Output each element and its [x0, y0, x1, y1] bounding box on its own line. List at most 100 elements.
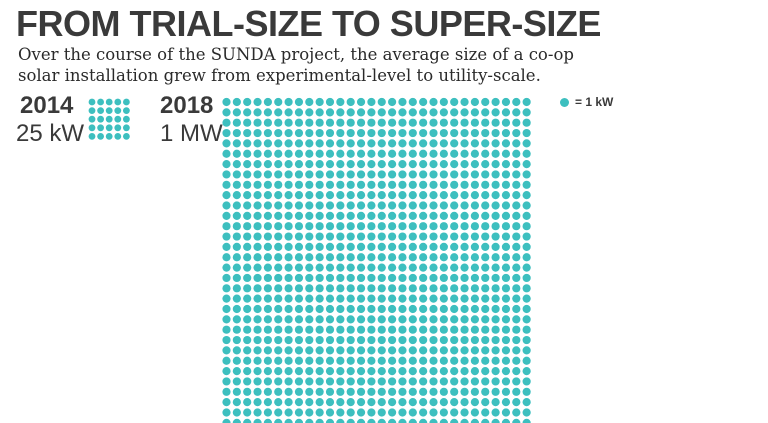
dot-2018 — [501, 108, 511, 117]
dot-2018 — [243, 170, 252, 179]
dot-2014 — [123, 124, 130, 132]
dot-2018 — [284, 418, 293, 423]
dot-2018 — [450, 232, 459, 241]
dot-2018 — [346, 284, 355, 293]
dot-2018 — [243, 367, 252, 376]
dot-2018 — [294, 108, 304, 117]
dot-2018 — [232, 170, 241, 179]
dot-2018 — [367, 367, 376, 376]
dot-2018 — [222, 170, 231, 179]
dot-2018 — [315, 325, 324, 334]
dot-2018 — [501, 284, 511, 293]
dot-2018 — [305, 191, 314, 200]
dot-2018 — [450, 408, 459, 417]
dot-2018 — [501, 377, 511, 386]
dot-2018 — [522, 408, 531, 417]
dot-2018 — [398, 108, 407, 117]
dot-2018 — [501, 418, 511, 423]
dot-2018 — [346, 128, 355, 138]
dot-2018 — [253, 211, 262, 220]
dot-2018 — [315, 346, 324, 355]
dot-2018 — [325, 253, 335, 262]
dot-2018 — [222, 160, 231, 169]
dot-2018 — [377, 170, 386, 179]
dot-2018 — [367, 211, 376, 220]
dot-2018 — [491, 170, 500, 179]
dot-2018 — [305, 356, 314, 365]
dot-2018 — [284, 180, 293, 189]
dot-2014 — [114, 133, 122, 140]
dot-2018 — [346, 253, 355, 262]
dot-2018 — [377, 325, 386, 334]
dot-2018 — [263, 263, 272, 272]
dot-2018 — [512, 160, 521, 169]
dot-2018 — [377, 284, 386, 293]
dot-2018 — [253, 253, 262, 262]
dot-2018 — [481, 128, 490, 138]
dot-2018 — [367, 315, 376, 324]
dot-2018 — [512, 263, 521, 272]
dot-2018 — [253, 170, 262, 179]
dot-2018 — [388, 253, 397, 262]
dot-2018 — [253, 108, 262, 117]
dot-2018 — [367, 97, 376, 107]
dot-2018 — [512, 211, 521, 220]
dot-2018 — [408, 242, 417, 251]
dot-2014 — [97, 98, 104, 106]
dot-2018 — [491, 377, 500, 386]
dot-2018 — [356, 346, 366, 355]
dot-2018 — [419, 149, 428, 158]
dot-2018 — [325, 273, 335, 283]
dot-2018 — [388, 377, 397, 386]
dot-2018 — [294, 273, 304, 283]
dot-2018 — [356, 149, 366, 158]
dot-2018 — [294, 356, 304, 365]
dot-2018 — [377, 398, 386, 407]
dot-2018 — [263, 356, 272, 365]
dot-2018 — [460, 201, 469, 210]
dot-2018 — [512, 97, 521, 107]
dot-2018 — [522, 304, 531, 314]
dot-2018 — [336, 191, 345, 200]
dot-2018 — [460, 304, 469, 314]
dot-2018 — [388, 304, 397, 314]
dot-2018 — [377, 377, 386, 386]
dot-2018 — [294, 118, 304, 127]
dot-2018 — [367, 232, 376, 241]
dot-2018 — [470, 408, 479, 417]
dot-2018 — [294, 367, 304, 376]
dot-2018 — [325, 170, 335, 179]
dot-2018 — [377, 294, 386, 303]
dot-2018 — [367, 263, 376, 272]
dot-2018 — [522, 149, 531, 158]
dot-2018 — [512, 273, 521, 283]
dot-2018 — [315, 232, 324, 241]
dot-2018 — [512, 170, 521, 179]
dot-2018 — [356, 284, 366, 293]
dot-2018 — [491, 97, 500, 107]
dot-2018 — [367, 273, 376, 283]
dot-2018 — [408, 304, 417, 314]
dot-2018 — [305, 139, 314, 148]
dot-2018 — [429, 398, 438, 407]
dot-2014 — [105, 107, 113, 114]
dot-2018 — [450, 387, 459, 396]
dot-2018 — [439, 232, 448, 241]
dot-2018 — [429, 294, 438, 303]
dot-2018 — [367, 398, 376, 407]
dot-2018 — [460, 367, 469, 376]
dot-2018 — [336, 211, 345, 220]
dot-2018 — [450, 180, 459, 189]
dot-2018 — [388, 325, 397, 334]
dot-2018 — [325, 367, 335, 376]
dot-2018 — [294, 222, 304, 231]
dot-2018 — [522, 263, 531, 272]
dot-2018 — [274, 263, 283, 272]
dot-2018 — [274, 325, 283, 334]
dot-2018 — [325, 128, 335, 138]
dot-2018 — [419, 97, 428, 107]
dot-2018 — [325, 294, 335, 303]
dot-2018 — [253, 294, 262, 303]
dot-2018 — [512, 201, 521, 210]
dot-2018 — [346, 356, 355, 365]
